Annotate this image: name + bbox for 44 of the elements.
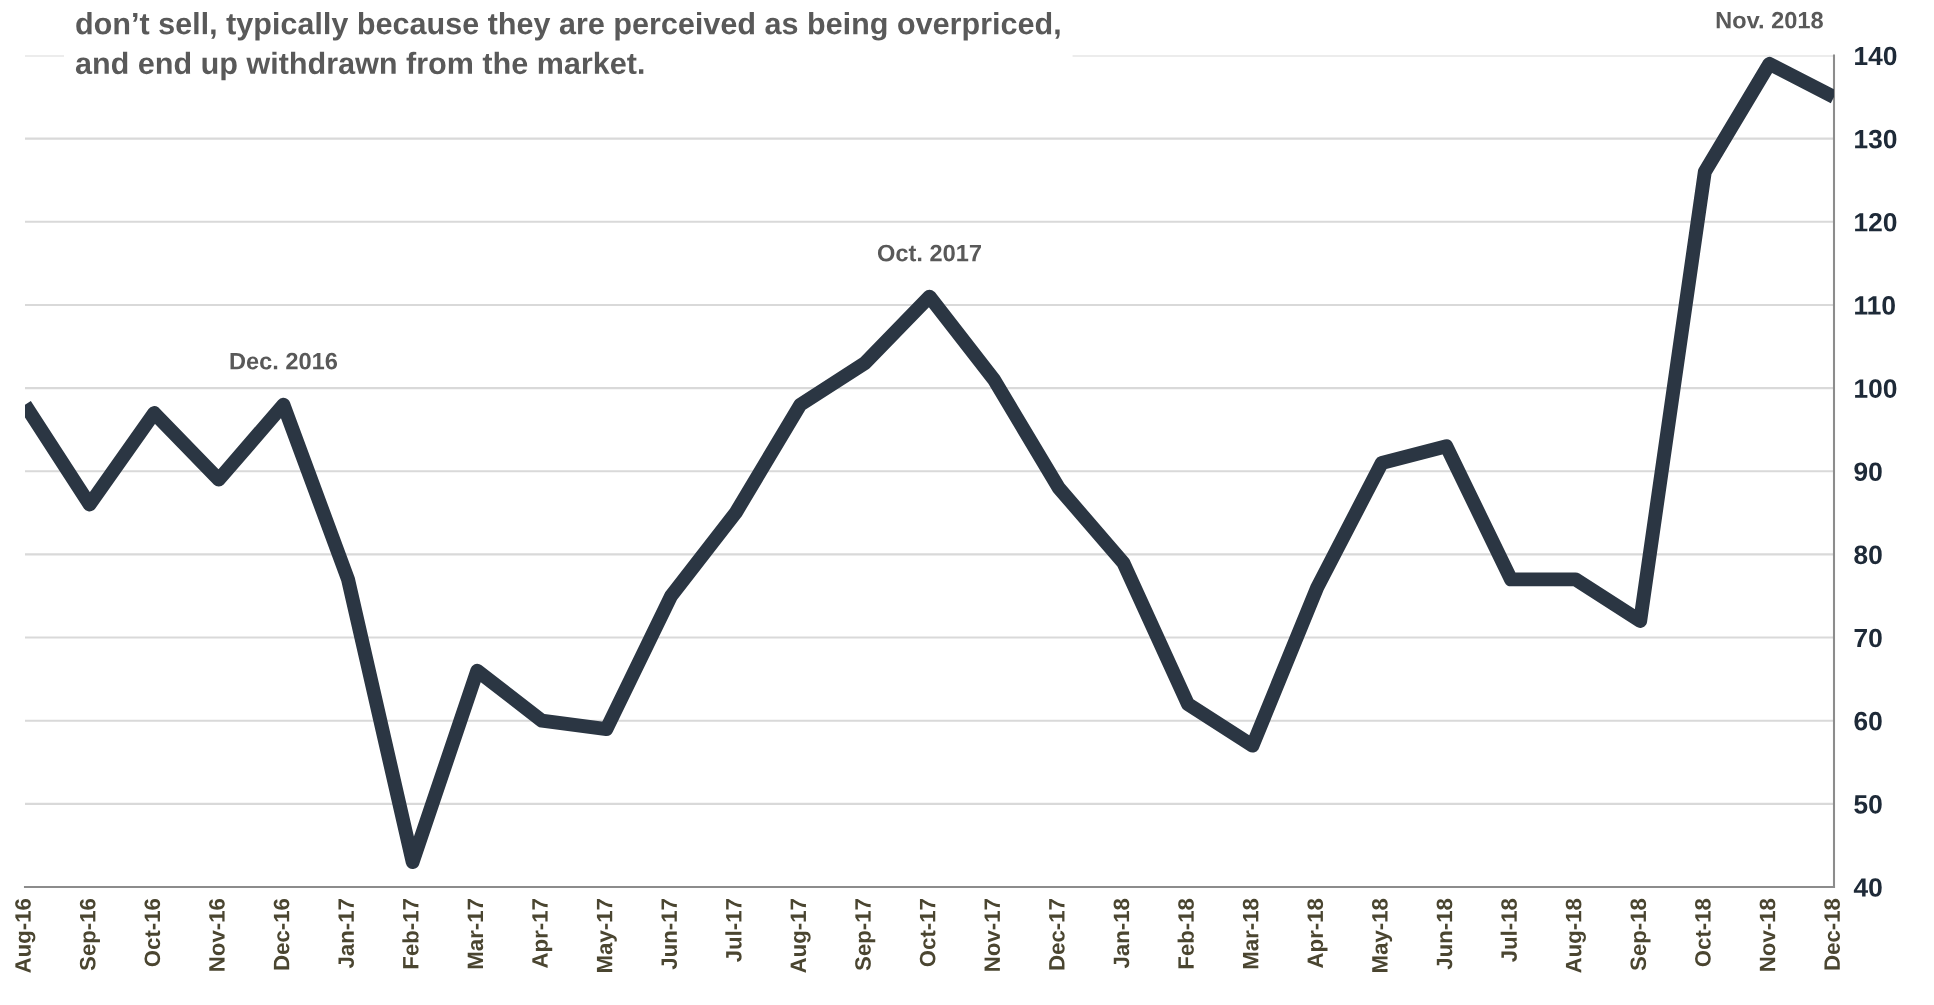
x-tick-label: Sep-16 <box>79 898 100 971</box>
y-tick-label: 70 <box>1854 628 1882 648</box>
x-tick-label: Aug-17 <box>790 899 811 973</box>
x-tick-label: Dec-17 <box>1049 899 1065 970</box>
y-tick-label: 140 <box>1855 46 1897 66</box>
x-tick-label: Feb-17 <box>402 899 419 969</box>
x-tick-label: Oct-17 <box>919 899 936 967</box>
x-tick-label: Aug-18 <box>1565 898 1586 973</box>
x-tick-label: Dec-18 <box>1824 898 1840 970</box>
x-tick-label: Sep-17 <box>855 899 876 971</box>
x-tick-label: Jul-17 <box>725 899 742 962</box>
x-tick-label: Jun-17 <box>661 899 678 970</box>
x-tick-label: Mar-18 <box>1242 898 1259 969</box>
y-tick-label: 90 <box>1854 462 1882 482</box>
x-tick-label: Jan-18 <box>1113 898 1130 969</box>
x-tick-label: Mar-17 <box>467 899 484 969</box>
y-tick-label: 100 <box>1855 379 1897 398</box>
x-tick-label: Sep-18 <box>1630 898 1651 971</box>
x-tick-label: Nov-17 <box>984 899 1001 971</box>
annotation: Dec. 2016 <box>230 352 338 370</box>
y-tick-label: 50 <box>1854 794 1882 814</box>
x-tick-label: Apr-18 <box>1307 898 1328 968</box>
x-tick-label: Dec-16 <box>273 898 290 970</box>
x-tick-label: Nov-18 <box>1759 898 1776 971</box>
x-tick-label: May-17 <box>596 899 617 972</box>
y-tick-label: 130 <box>1855 129 1897 149</box>
x-tick-label: Nov-16 <box>209 898 225 971</box>
x-tick-label: Oct-16 <box>144 898 161 967</box>
y-tick-label: 60 <box>1854 711 1882 731</box>
x-tick-label: Oct-18 <box>1695 898 1711 967</box>
y-tick-label: 120 <box>1855 212 1897 232</box>
annotation: Oct. 2017 <box>877 244 981 262</box>
x-tick-label: Jun-18 <box>1436 898 1453 970</box>
annotation: don’t sell, typically because they are perceived as being overpriced, and end up withdrawn from the market. <box>75 12 1060 81</box>
x-tick-label: Jul-18 <box>1500 898 1517 962</box>
y-tick-label: 110 <box>1855 296 1895 315</box>
annotation: Nov. 2018 <box>1716 11 1823 29</box>
x-tick-label: May-18 <box>1371 898 1393 972</box>
x-tick-label: Aug-16 <box>15 898 36 973</box>
x-tick-label: Feb-18 <box>1177 898 1194 969</box>
x-tick-label: Apr-17 <box>532 899 553 968</box>
y-tick-label: 40 <box>1853 878 1882 897</box>
x-tick-label: Jan-17 <box>338 899 354 969</box>
y-tick-label: 80 <box>1854 545 1882 565</box>
